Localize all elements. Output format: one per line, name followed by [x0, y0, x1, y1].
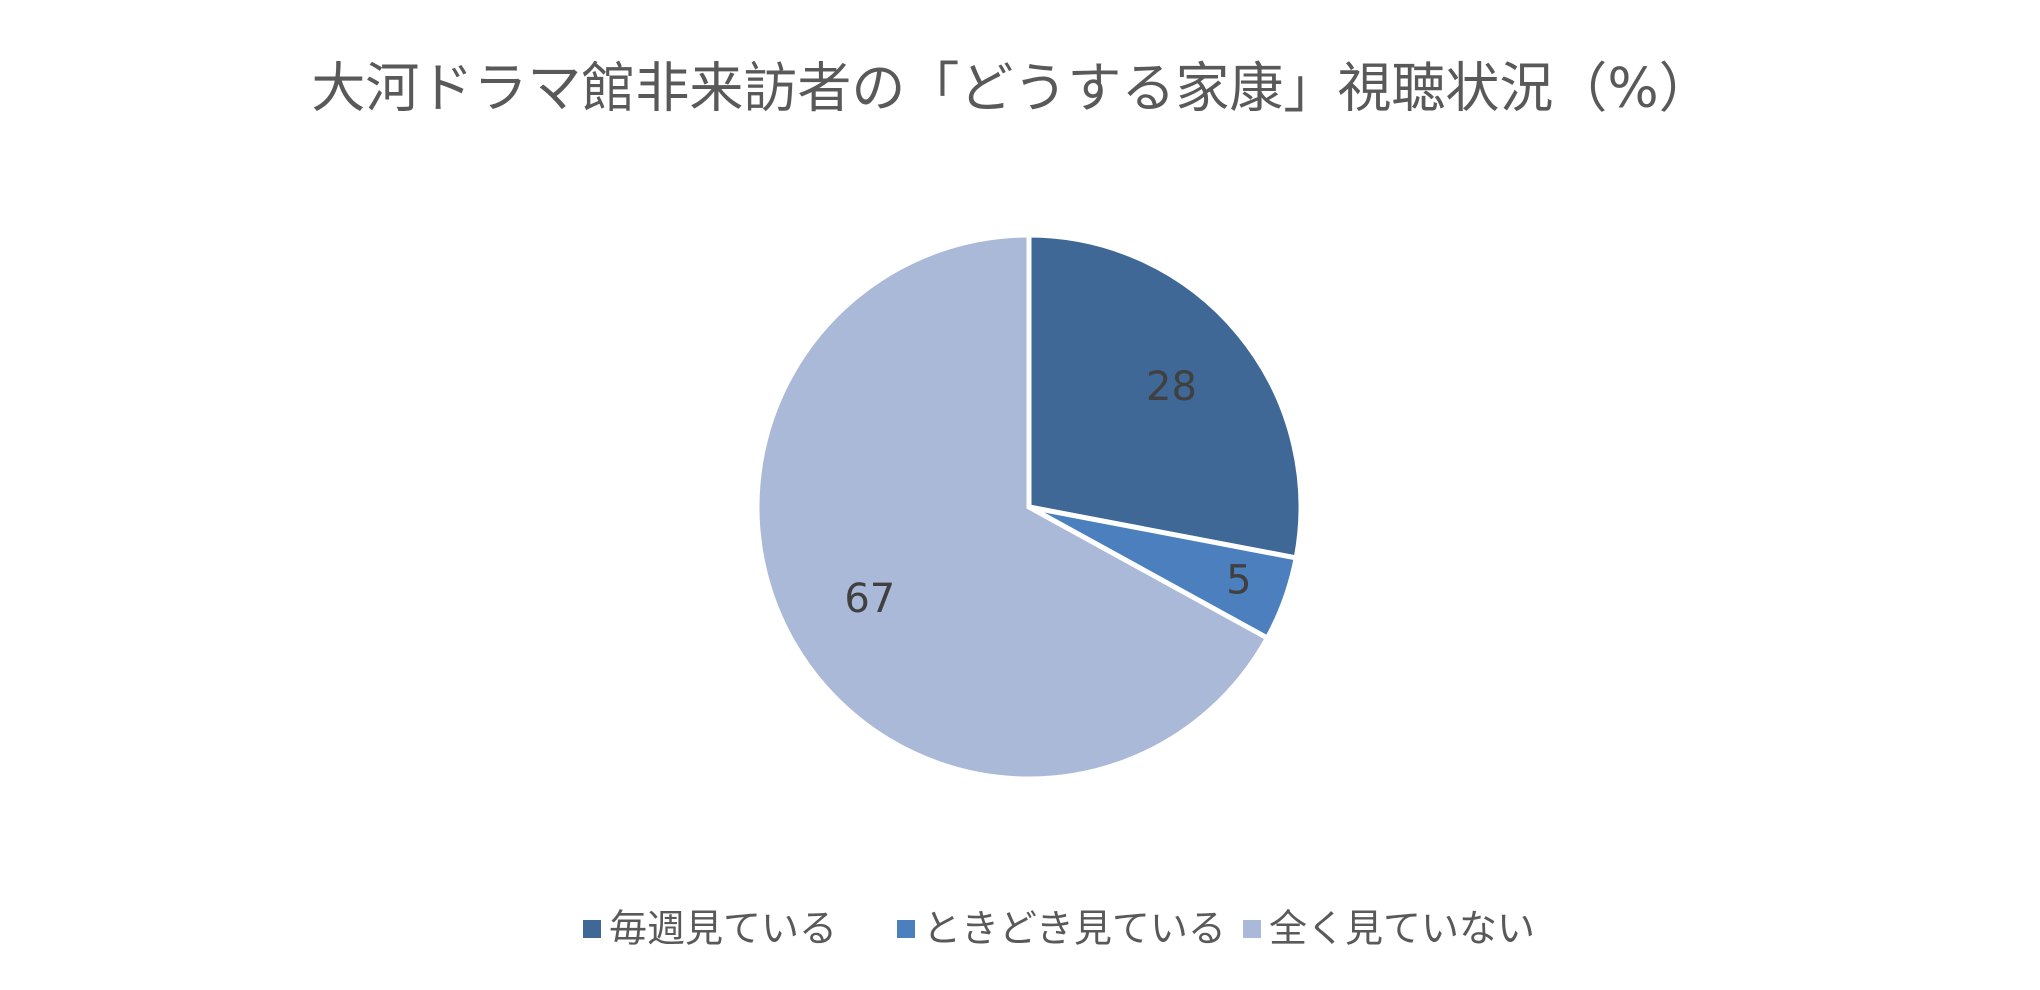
chart-title: 大河ドラマ館非来訪者の「どうする家康」視聴状況（%）	[311, 57, 1712, 120]
data-label: 28	[1146, 364, 1197, 410]
pie-slice	[754, 232, 1271, 782]
legend-label: 全く見ていない	[1269, 907, 1535, 951]
legend-marker	[583, 920, 601, 938]
legend-label: ときどき見ている	[923, 907, 1226, 951]
data-label: 67	[844, 576, 895, 622]
legend-label: 毎週見ている	[609, 907, 837, 951]
pie-slice	[1026, 232, 1304, 561]
data-label: 5	[1226, 558, 1251, 604]
legend-marker	[897, 920, 915, 938]
legend-marker	[1243, 920, 1261, 938]
